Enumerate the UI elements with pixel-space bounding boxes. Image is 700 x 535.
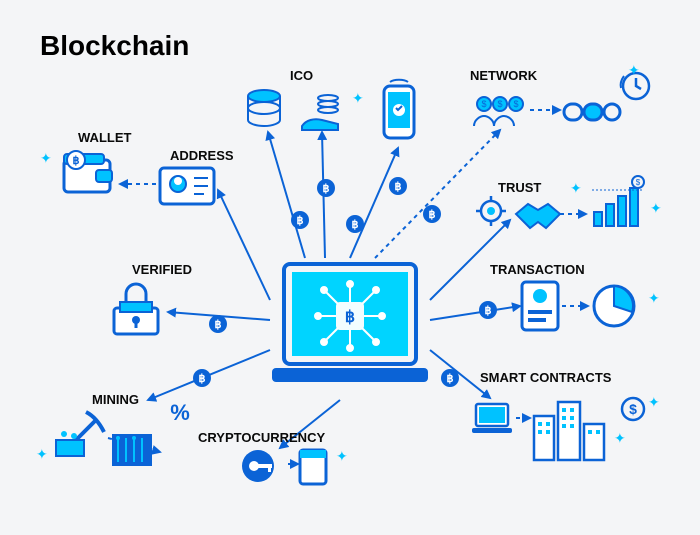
buildings-icon bbox=[530, 398, 608, 462]
svg-text:%: % bbox=[170, 400, 190, 425]
sparkle-icon: ✦ bbox=[648, 290, 660, 307]
label-verified: VERIFIED bbox=[132, 262, 192, 277]
sparkle-icon: ✦ bbox=[570, 180, 582, 197]
database-icon bbox=[243, 88, 285, 130]
sparkle-icon: ✦ bbox=[336, 448, 348, 465]
svg-text:฿: ฿ bbox=[345, 309, 355, 326]
label-smartcontracts: SMART CONTRACTS bbox=[480, 370, 611, 385]
sparkle-icon: ✦ bbox=[614, 430, 626, 447]
svg-text:$: $ bbox=[629, 401, 637, 417]
sparkle-icon: ✦ bbox=[650, 200, 662, 217]
svg-text:$: $ bbox=[497, 99, 502, 109]
coins-hand-icon bbox=[298, 90, 344, 132]
svg-text:฿: ฿ bbox=[352, 219, 359, 231]
svg-text:฿: ฿ bbox=[429, 209, 436, 221]
wallet-icon: ฿ bbox=[60, 150, 114, 196]
piechart-icon bbox=[590, 282, 638, 330]
svg-text:$: $ bbox=[513, 99, 518, 109]
svg-text:฿: ฿ bbox=[485, 305, 492, 317]
phone-icon bbox=[380, 80, 418, 142]
sparkle-icon: ✦ bbox=[352, 90, 364, 107]
label-network: NETWORK bbox=[470, 68, 537, 83]
chain-icon bbox=[562, 100, 622, 124]
profile-icon bbox=[520, 280, 560, 332]
label-ico: ICO bbox=[290, 68, 313, 83]
laptop-center-icon: ฿ bbox=[270, 258, 430, 398]
circuit-icon bbox=[110, 432, 154, 468]
key-icon bbox=[240, 448, 276, 484]
svg-text:฿: ฿ bbox=[323, 183, 330, 195]
label-address: ADDRESS bbox=[170, 148, 234, 163]
page-title: Blockchain bbox=[40, 30, 189, 62]
people-icon: $ $ $ bbox=[470, 90, 530, 128]
sparkle-icon: ✦ bbox=[628, 62, 640, 79]
label-wallet: WALLET bbox=[78, 130, 131, 145]
handshake-icon bbox=[512, 196, 564, 232]
idcard-icon bbox=[158, 164, 216, 206]
svg-text:฿: ฿ bbox=[199, 373, 206, 385]
doc-icon bbox=[298, 448, 328, 486]
barchart-icon: $ bbox=[588, 186, 648, 228]
dollar-icon: $ bbox=[620, 396, 646, 422]
lock-icon bbox=[110, 280, 162, 336]
svg-text:฿: ฿ bbox=[297, 215, 304, 227]
gear-icon bbox=[476, 196, 506, 226]
pickaxe-icon bbox=[52, 410, 108, 456]
svg-text:$: $ bbox=[636, 178, 641, 187]
sparkle-icon: ✦ bbox=[40, 150, 52, 167]
svg-text:฿: ฿ bbox=[215, 319, 222, 331]
percent-icon: % bbox=[168, 400, 192, 424]
label-trust: TRUST bbox=[498, 180, 541, 195]
label-transaction: TRANSACTION bbox=[490, 262, 585, 277]
sparkle-icon: ✦ bbox=[648, 394, 660, 411]
label-mining: MINING bbox=[92, 392, 139, 407]
svg-text:฿: ฿ bbox=[447, 373, 454, 385]
label-cryptocurrency: CRYPTOCURRENCY bbox=[198, 430, 325, 445]
svg-text:฿: ฿ bbox=[73, 155, 80, 167]
svg-text:$: $ bbox=[481, 99, 486, 109]
svg-text:฿: ฿ bbox=[395, 181, 402, 193]
laptop-small-icon bbox=[470, 400, 514, 434]
sparkle-icon: ✦ bbox=[36, 446, 48, 463]
